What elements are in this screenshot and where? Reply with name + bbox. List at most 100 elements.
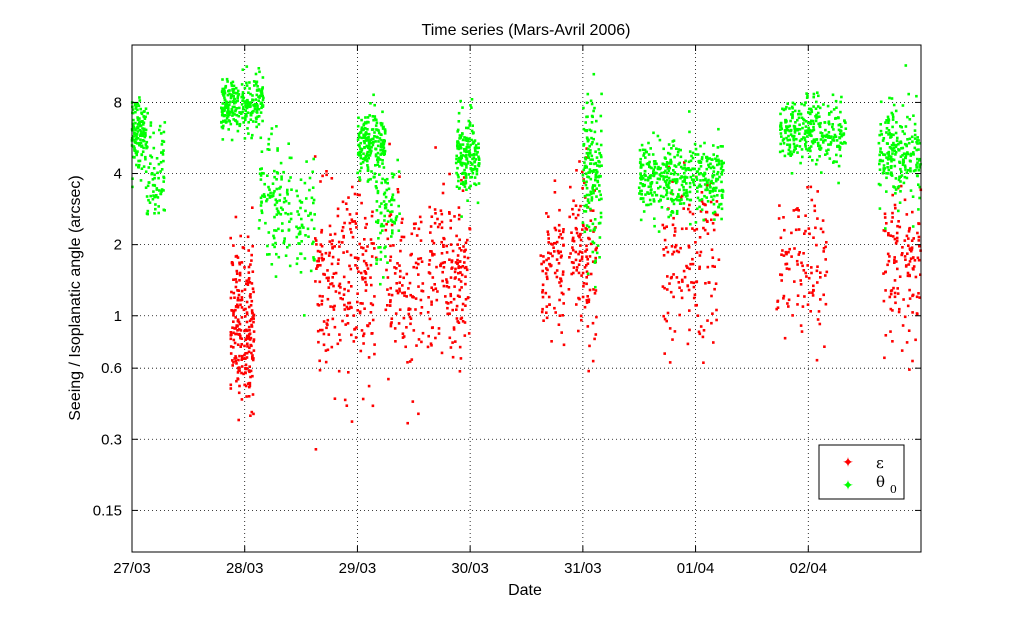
data-point [366,159,369,163]
data-point [244,117,247,120]
data-point [779,132,783,135]
data-point [596,180,600,184]
data-point [391,175,395,179]
data-point [540,262,543,266]
data-point [434,146,437,149]
data-point [343,287,346,291]
data-point [666,250,670,254]
data-point [690,154,693,158]
data-point [358,242,361,246]
data-point [366,169,370,172]
data-point [654,160,657,163]
data-point [461,138,465,142]
data-point [590,169,593,173]
data-point [366,164,369,167]
data-point [831,125,834,129]
data-point [241,68,245,71]
data-point [572,266,576,269]
data-point [459,160,462,164]
data-point [325,170,328,173]
data-point [905,234,909,238]
data-point [236,99,239,102]
data-point [818,125,822,129]
data-point [257,115,261,118]
data-point [589,219,593,222]
data-point [717,158,720,162]
data-point [456,166,459,170]
data-point [403,294,406,297]
data-point [814,115,817,118]
data-point [250,282,254,285]
data-point [248,81,251,84]
data-point [354,264,357,267]
data-point [886,166,889,169]
data-point [641,197,645,200]
data-point [257,67,261,70]
data-point [712,228,716,232]
data-point [917,168,921,172]
data-point [231,263,235,267]
data-point [666,288,669,291]
data-point [791,314,794,317]
data-point [240,83,244,86]
data-point [832,160,836,163]
data-point [246,100,249,104]
data-point [312,256,315,259]
data-point [347,289,350,293]
data-point [222,119,225,123]
data-point [385,222,388,226]
data-point [456,128,460,132]
data-point [305,160,308,163]
data-point [395,289,398,293]
data-point [910,135,914,139]
data-point [241,107,245,111]
data-point [252,340,255,343]
data-point [698,183,702,187]
data-point [885,190,888,193]
data-point [710,179,713,183]
data-point [449,292,452,296]
data-point [907,263,911,266]
data-point [698,265,701,269]
data-point [781,139,785,142]
data-point [598,174,601,178]
data-point [663,226,666,230]
data-point [887,233,890,237]
data-point [244,371,247,375]
data-point [897,142,900,146]
data-point [470,106,473,109]
data-point [642,200,645,203]
data-point [477,182,481,185]
data-point [561,236,564,240]
data-point [644,156,647,159]
data-point [803,138,807,142]
data-point [231,109,234,113]
data-point [576,213,580,217]
data-point [908,368,911,371]
data-point [587,175,591,179]
data-point [554,228,558,232]
data-point [542,319,545,322]
data-point [308,188,311,192]
data-point [890,97,894,100]
data-point [372,93,375,97]
data-point [889,292,893,296]
data-point [593,106,596,110]
data-point [664,246,668,249]
data-point [358,178,362,182]
data-point [779,121,783,125]
data-point [455,317,459,320]
data-point [812,138,816,141]
data-point [383,152,386,155]
data-point [267,137,271,141]
data-point [404,345,407,349]
data-point [371,143,375,147]
data-point [592,137,595,141]
data-point [351,185,354,189]
data-point [390,321,393,324]
data-point [580,318,583,322]
data-point [577,329,580,333]
data-point [377,157,381,161]
data-point [650,174,653,177]
data-point [839,110,842,114]
